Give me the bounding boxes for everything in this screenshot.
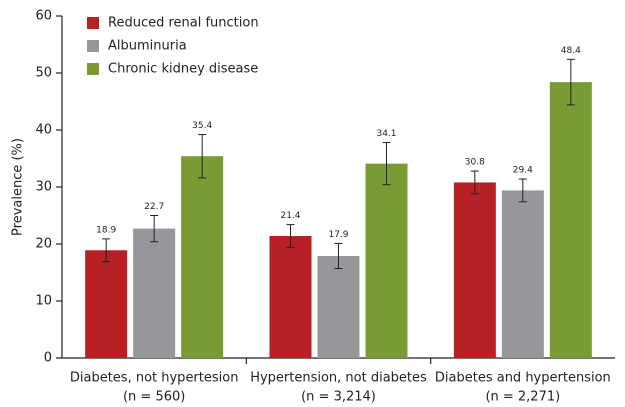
bar bbox=[365, 163, 408, 358]
y-tick-label: 0 bbox=[44, 351, 52, 366]
data-label: 21.4 bbox=[280, 211, 300, 221]
data-label: 34.1 bbox=[376, 129, 396, 139]
x-tick-label: Diabetes, not hypertesion bbox=[70, 371, 239, 386]
bar bbox=[317, 255, 360, 358]
y-tick-label: 10 bbox=[35, 294, 52, 309]
x-tick-label: (n = 560) bbox=[123, 390, 185, 405]
bar bbox=[133, 228, 176, 358]
legend-label: Albuminuria bbox=[108, 39, 187, 54]
x-tick-label: (n = 2,271) bbox=[485, 390, 560, 405]
bar bbox=[501, 190, 544, 358]
data-label: 18.9 bbox=[96, 225, 116, 235]
bar bbox=[453, 182, 496, 358]
legend-swatch bbox=[87, 17, 99, 29]
legend-label: Chronic kidney disease bbox=[108, 62, 258, 77]
bar bbox=[181, 156, 224, 358]
bar bbox=[549, 82, 592, 359]
legend-swatch bbox=[87, 40, 99, 52]
x-tick-label: Hypertension, not diabetes bbox=[250, 371, 427, 386]
data-label: 17.9 bbox=[328, 230, 348, 240]
y-axis-label: Prevalence (%) bbox=[11, 138, 26, 236]
data-label: 35.4 bbox=[192, 121, 212, 131]
y-tick-label: 40 bbox=[35, 123, 52, 138]
y-tick-label: 50 bbox=[35, 66, 52, 81]
data-label: 29.4 bbox=[513, 166, 533, 176]
x-tick-label: (n = 3,214) bbox=[301, 390, 376, 405]
data-label: 22.7 bbox=[144, 202, 164, 212]
legend-label: Reduced renal function bbox=[108, 16, 259, 31]
legend-swatch bbox=[87, 63, 99, 75]
y-tick-label: 20 bbox=[35, 237, 52, 252]
data-label: 48.4 bbox=[561, 46, 581, 56]
y-tick-label: 30 bbox=[35, 180, 52, 195]
y-tick-label: 60 bbox=[35, 9, 52, 24]
x-tick-label: Diabetes and hypertension bbox=[435, 371, 611, 386]
bar bbox=[85, 250, 128, 358]
bar bbox=[269, 236, 312, 358]
data-label: 30.8 bbox=[465, 158, 485, 168]
